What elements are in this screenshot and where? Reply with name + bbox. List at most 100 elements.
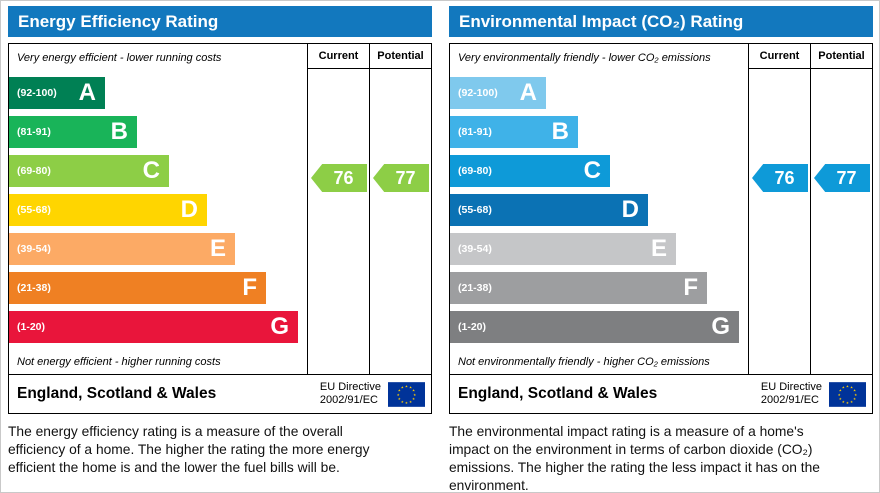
band-range: (69-80) — [458, 165, 492, 177]
energy-efficiency-chart: Very energy efficient - lower running co… — [8, 43, 432, 375]
band-f: (21-38) F — [450, 272, 707, 304]
svg-text:★: ★ — [846, 384, 850, 388]
svg-text:★: ★ — [842, 385, 846, 389]
svg-text:★: ★ — [846, 401, 850, 405]
band-letter: F — [683, 274, 698, 301]
region-label: England, Scotland & Wales — [17, 385, 217, 402]
svg-text:★: ★ — [839, 396, 843, 400]
band-range: (69-80) — [17, 165, 51, 177]
band-letter: G — [270, 313, 289, 340]
band-row: (39-54) E — [9, 233, 307, 272]
current-column-header: Current — [749, 44, 810, 69]
band-row: (81-91) B — [450, 116, 748, 155]
current-rating-value: 76 — [774, 167, 795, 188]
svg-text:★: ★ — [401, 385, 405, 389]
svg-text:★: ★ — [409, 399, 413, 403]
band-b: (81-91) B — [9, 116, 137, 148]
bottom-note: Not energy efficient - higher running co… — [17, 356, 221, 368]
svg-text:★: ★ — [853, 388, 857, 392]
svg-text:★: ★ — [397, 392, 401, 396]
eu-directive-label: EU Directive 2002/91/EC — [761, 381, 822, 407]
environmental-impact-chart: Very environmentally friendly - lower CO… — [449, 43, 873, 375]
svg-text:★: ★ — [839, 388, 843, 392]
band-e: (39-54) E — [9, 233, 235, 265]
band-range: (81-91) — [458, 126, 492, 138]
svg-text:★: ★ — [405, 384, 409, 388]
eu-directive-label: EU Directive 2002/91/EC — [320, 381, 381, 407]
svg-text:★: ★ — [398, 388, 402, 392]
band-e: (39-54) E — [450, 233, 676, 265]
band-range: (39-54) — [17, 243, 51, 255]
current-column: Current 76 — [307, 44, 369, 374]
band-range: (92-100) — [458, 87, 498, 99]
potential-rating-value: 77 — [836, 167, 857, 188]
band-g: (1-20) G — [9, 311, 298, 343]
eu-directive-line2: 2002/91/EC — [319, 394, 378, 406]
svg-text:★: ★ — [850, 399, 854, 403]
band-b: (81-91) B — [450, 116, 578, 148]
svg-text:★: ★ — [405, 401, 409, 405]
bands: (92-100) A (81-91) B (69-80) C — [450, 77, 748, 350]
top-note: Very environmentally friendly - lower CO… — [458, 52, 711, 64]
band-row: (69-80) C — [9, 155, 307, 194]
current-rating-arrow: 76 — [752, 164, 808, 192]
panel-title: Energy Efficiency Rating — [8, 6, 432, 37]
band-row: (39-54) E — [450, 233, 748, 272]
svg-text:★: ★ — [412, 388, 416, 392]
band-d: (55-68) D — [450, 194, 648, 226]
band-range: (21-38) — [17, 282, 51, 294]
svg-text:★: ★ — [409, 385, 413, 389]
band-letter: C — [142, 157, 160, 184]
band-range: (39-54) — [458, 243, 492, 255]
band-range: (55-68) — [458, 204, 492, 216]
band-row: (21-38) F — [450, 272, 748, 311]
environmental-impact-panel: Environmental Impact (CO₂) Rating Very e… — [449, 6, 873, 492]
band-letter: A — [519, 79, 537, 106]
svg-text:★: ★ — [853, 396, 857, 400]
band-row: (69-80) C — [450, 155, 748, 194]
band-range: (92-100) — [17, 87, 57, 99]
eu-directive-line2: 2002/91/EC — [760, 394, 819, 406]
band-letter: D — [180, 196, 198, 223]
svg-text:★: ★ — [854, 392, 858, 396]
band-letter: F — [242, 274, 257, 301]
band-row: (92-100) A — [450, 77, 748, 116]
eu-flag-icon: ★ ★ ★★ ★★ ★★ ★★ ★★ — [388, 381, 425, 407]
band-letter: C — [583, 157, 601, 184]
footer: England, Scotland & Wales EU Directive 2… — [8, 374, 432, 414]
rating-description: The energy efficiency rating is a measur… — [8, 424, 370, 475]
eu-flag-icon: ★ ★ ★★ ★★ ★★ ★★ ★★ — [829, 381, 866, 407]
potential-rating-value: 77 — [395, 167, 416, 188]
svg-text:★: ★ — [842, 399, 846, 403]
band-row: (1-20) G — [9, 311, 307, 350]
potential-column: Potential 77 — [369, 44, 431, 374]
band-g: (1-20) G — [450, 311, 739, 343]
bottom-note: Not environmentally friendly - higher CO… — [458, 356, 710, 368]
band-range: (81-91) — [17, 126, 51, 138]
potential-column-header: Potential — [811, 44, 872, 69]
bands: (92-100) A (81-91) B (69-80) C — [9, 77, 307, 350]
svg-text:★: ★ — [412, 396, 416, 400]
footer: England, Scotland & Wales EU Directive 2… — [449, 374, 873, 414]
band-row: (1-20) G — [450, 311, 748, 350]
band-range: (1-20) — [17, 321, 46, 333]
eu-directive-line1: EU Directive — [319, 380, 381, 393]
band-row: (21-38) F — [9, 272, 307, 311]
current-rating-value: 76 — [333, 167, 354, 188]
svg-text:★: ★ — [838, 392, 842, 396]
band-letter: B — [110, 118, 128, 145]
energy-efficiency-panel: Energy Efficiency Rating Very energy eff… — [8, 6, 432, 487]
band-row: (55-68) D — [450, 194, 748, 233]
band-letter: B — [551, 118, 569, 145]
potential-rating-arrow: 77 — [814, 164, 870, 192]
band-row: (92-100) A — [9, 77, 307, 116]
panel-title: Environmental Impact (CO₂) Rating — [449, 6, 873, 37]
potential-column: Potential 77 — [810, 44, 872, 374]
band-c: (69-80) C — [9, 155, 169, 187]
potential-rating-arrow: 77 — [373, 164, 429, 192]
bands-area: Very energy efficient - lower running co… — [9, 44, 307, 374]
band-row: (81-91) B — [9, 116, 307, 155]
svg-text:★: ★ — [850, 385, 854, 389]
band-range: (55-68) — [17, 204, 51, 216]
